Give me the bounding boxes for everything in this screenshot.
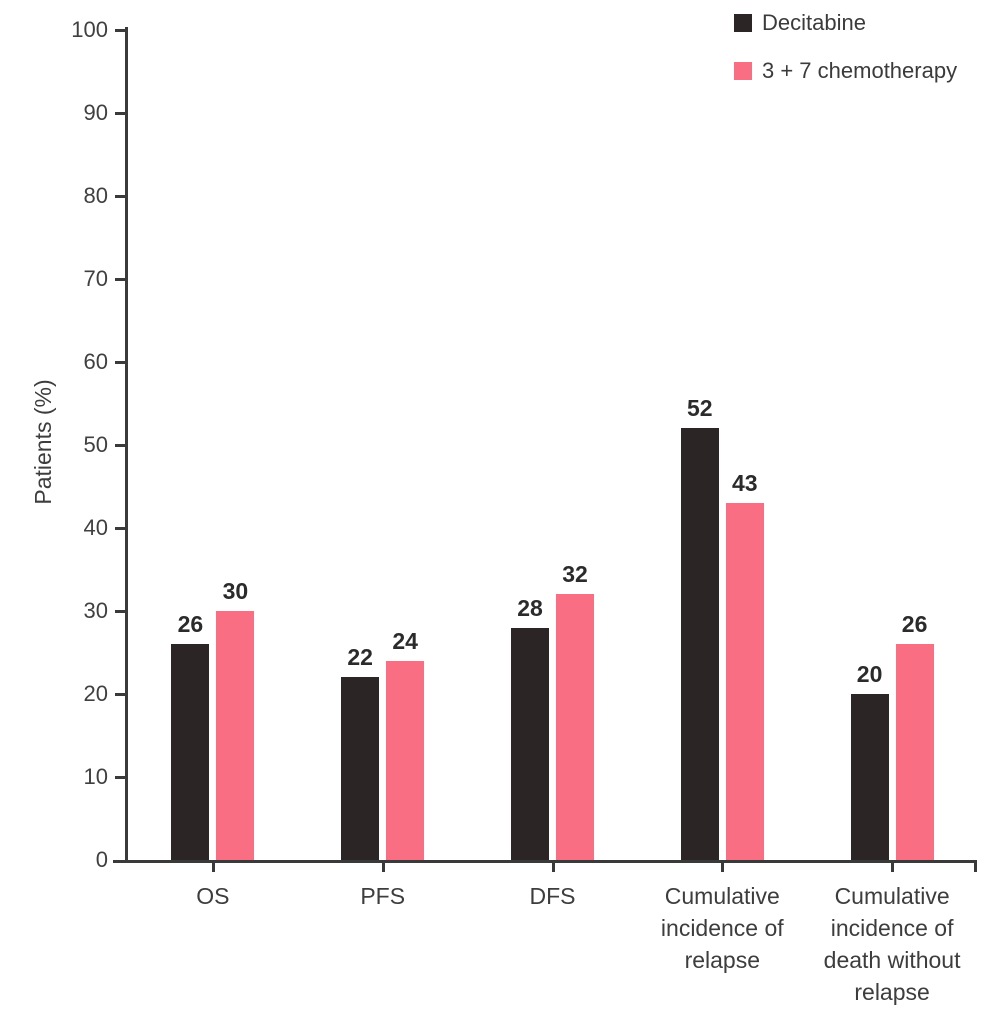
y-tick-100	[115, 29, 125, 32]
value-label-3-7-chemotherapy-3: 43	[732, 470, 758, 497]
y-tick-label-70: 70	[83, 266, 108, 291]
value-label-3-7-chemotherapy-2: 32	[562, 561, 588, 588]
legend-swatch-decitabine	[734, 14, 752, 32]
y-tick-90	[115, 112, 125, 115]
legend-label-chemotherapy: 3 + 7 chemotherapy	[762, 58, 958, 83]
value-label-decitabine-4: 20	[856, 661, 883, 687]
value-label-3-7-chemotherapy-4: 26	[901, 611, 928, 638]
bar-3-7-chemotherapy-0	[216, 611, 255, 860]
y-tick-80	[115, 195, 125, 198]
bar-3-7-chemotherapy-2	[556, 594, 594, 860]
x-tick-2	[551, 863, 555, 872]
y-tick-label-30: 30	[83, 598, 108, 623]
y-tick-label-90: 90	[83, 100, 108, 125]
y-tick-70	[115, 278, 125, 281]
y-tick-label-0: 0	[95, 847, 108, 872]
y-tick-label-20: 20	[83, 681, 108, 706]
y-tick-10	[115, 776, 125, 779]
x-tick-3	[721, 863, 725, 872]
x-axis-end-tick	[974, 863, 977, 872]
x-axis-line	[113, 860, 977, 863]
bar-decitabine-0	[171, 644, 210, 860]
legend-item-decitabine: Decitabine	[734, 11, 957, 35]
category-label-0: OS	[196, 883, 230, 909]
bar-3-7-chemotherapy-1	[386, 660, 425, 860]
value-label-decitabine-0: 26	[177, 611, 204, 638]
category-label-3: Cumulative incidence of relapse	[660, 883, 784, 973]
y-tick-label-80: 80	[83, 183, 108, 208]
y-tick-50	[115, 444, 125, 447]
y-tick-label-50: 50	[83, 432, 108, 457]
bar-3-7-chemotherapy-3	[725, 503, 764, 860]
legend-swatch-chemotherapy	[734, 62, 752, 80]
y-tick-20	[115, 693, 125, 696]
legend: Decitabine 3 + 7 chemotherapy	[734, 11, 957, 83]
legend-item-chemotherapy: 3 + 7 chemotherapy	[734, 59, 957, 83]
category-label-4: Cumulative incidence of death without re…	[823, 883, 961, 1005]
legend-label-decitabine: Decitabine	[762, 10, 866, 35]
bar-decitabine-4	[850, 694, 889, 860]
y-tick-label-60: 60	[83, 349, 108, 374]
category-label-1: PFS	[360, 883, 406, 909]
value-label-3-7-chemotherapy-1: 24	[392, 627, 418, 654]
category-label-2: DFS	[529, 883, 576, 909]
value-label-decitabine-1: 22	[347, 644, 373, 671]
value-label-decitabine-2: 28	[517, 594, 543, 621]
value-label-3-7-chemotherapy-0: 30	[222, 578, 249, 604]
bar-3-7-chemotherapy-4	[895, 644, 934, 860]
y-axis-line	[125, 27, 128, 863]
y-tick-40	[115, 527, 125, 530]
y-tick-60	[115, 361, 125, 364]
bar-decitabine-1	[341, 677, 380, 860]
bar-decitabine-3	[680, 428, 719, 860]
bar-decitabine-2	[511, 627, 549, 860]
y-tick-label-10: 10	[83, 764, 108, 789]
y-tick-label-100: 100	[71, 17, 108, 42]
value-label-decitabine-3: 52	[687, 395, 713, 422]
x-tick-4	[891, 863, 895, 872]
y-tick-30	[115, 610, 125, 613]
y-tick-label-40: 40	[83, 515, 108, 540]
x-tick-0	[211, 863, 215, 872]
x-tick-1	[381, 863, 385, 872]
